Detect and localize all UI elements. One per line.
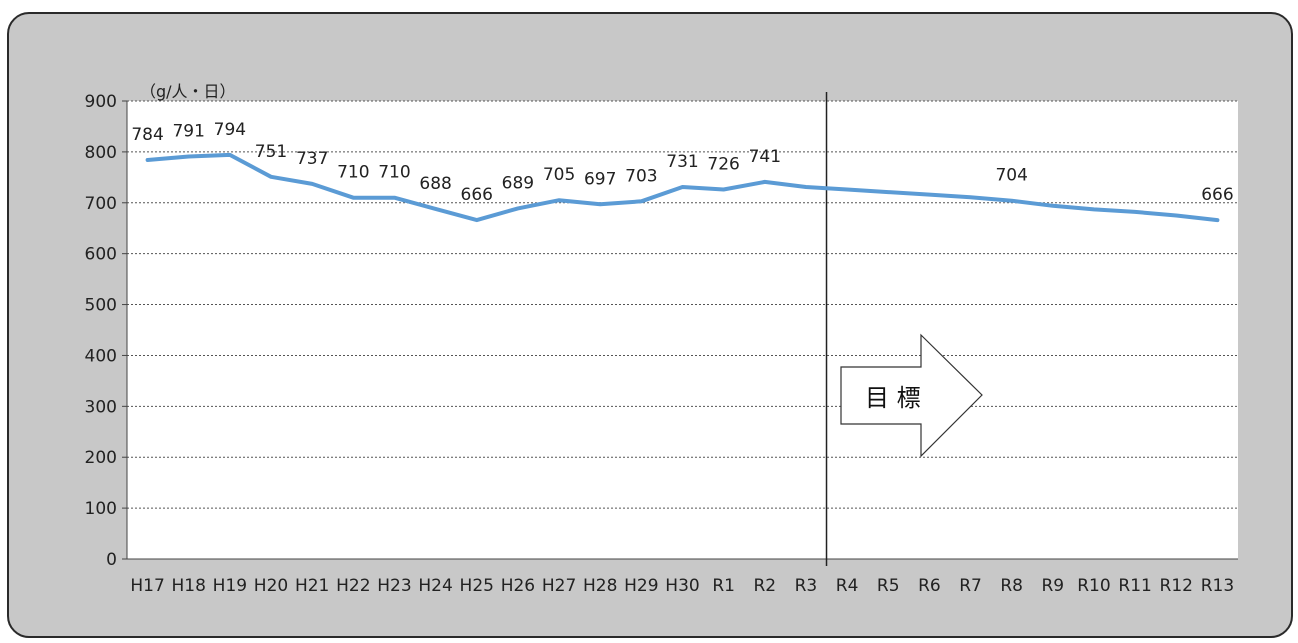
y-tick-label: 400 [85, 346, 117, 366]
x-tick-label: H30 [665, 576, 699, 596]
data-label: 703 [625, 166, 657, 186]
x-tick-label: R11 [1118, 576, 1151, 596]
x-tick-label: R9 [1042, 576, 1065, 596]
y-tick-label: 800 [85, 143, 117, 163]
y-tick-label: 700 [85, 194, 117, 214]
x-tick-label: H18 [172, 576, 206, 596]
y-tick-label: 200 [85, 448, 117, 468]
gridlines [127, 100, 1238, 509]
target-arrow-shape [840, 333, 983, 458]
data-label: 705 [543, 165, 575, 185]
x-tick-label: H24 [418, 576, 452, 596]
y-tick-label: 0 [106, 550, 117, 570]
x-tick-label: R3 [795, 576, 818, 596]
x-tick-label: H28 [583, 576, 617, 596]
x-tick-label: H26 [501, 576, 535, 596]
x-tick-label: R5 [877, 576, 900, 596]
x-tick-label: R4 [836, 576, 859, 596]
data-label: 704 [995, 166, 1027, 186]
data-label: 784 [131, 125, 163, 145]
x-tick-label: H27 [542, 576, 576, 596]
x-tick-label: R6 [918, 576, 941, 596]
data-label: 689 [502, 173, 534, 193]
plot-area [127, 101, 1238, 559]
data-label: 710 [337, 163, 369, 183]
data-label: 751 [255, 142, 287, 162]
x-tick-label: R10 [1077, 576, 1110, 596]
unit-label: （g/人・日） [140, 82, 236, 101]
x-tick-label: H21 [295, 576, 329, 596]
data-label: 666 [1201, 185, 1233, 205]
x-tick-label: H22 [336, 576, 370, 596]
data-label: 737 [296, 149, 328, 169]
x-tick-label: R2 [753, 576, 776, 596]
target-arrow: 目 標 [840, 333, 983, 458]
data-label: 697 [584, 169, 616, 189]
target-arrow-label: 目 標 [865, 384, 921, 412]
x-tick-label: R12 [1160, 576, 1193, 596]
data-label: 710 [378, 163, 410, 183]
x-tick-label: H19 [213, 576, 247, 596]
data-label: 688 [419, 174, 451, 194]
y-tick-label: 900 [85, 92, 117, 112]
y-tick-labels: 0 100 200 300 400 500 600 700 800 900 [85, 92, 127, 570]
data-label: 731 [666, 152, 698, 172]
x-tick-labels: H17 H18 H19 H20 H21 H22 H23 H24 H25 H26 H27 H28 H29 H… [130, 576, 1234, 596]
x-tick-label: R7 [959, 576, 982, 596]
x-tick-label: R13 [1201, 576, 1234, 596]
x-tick-label: R1 [712, 576, 735, 596]
x-tick-label: H23 [377, 576, 411, 596]
x-tick-label: H17 [130, 576, 164, 596]
data-label: 791 [172, 121, 204, 141]
x-tick-label: R8 [1000, 576, 1023, 596]
x-tick-label: H29 [624, 576, 658, 596]
y-tick-label: 100 [85, 499, 117, 519]
y-tick-label: 600 [85, 245, 117, 265]
data-labels: 784 791 794 751 737 710 710 688 666 689 705 697 703 7… [131, 120, 1233, 205]
series-line [145, 152, 1220, 223]
data-label: 666 [461, 185, 493, 205]
y-tick-label: 500 [85, 296, 117, 316]
x-tick-label: H20 [254, 576, 288, 596]
x-tick-label: H25 [460, 576, 494, 596]
y-tick-label: 300 [85, 397, 117, 417]
data-label: 794 [214, 120, 246, 140]
data-label: 726 [707, 155, 739, 175]
data-label: 741 [749, 147, 781, 167]
